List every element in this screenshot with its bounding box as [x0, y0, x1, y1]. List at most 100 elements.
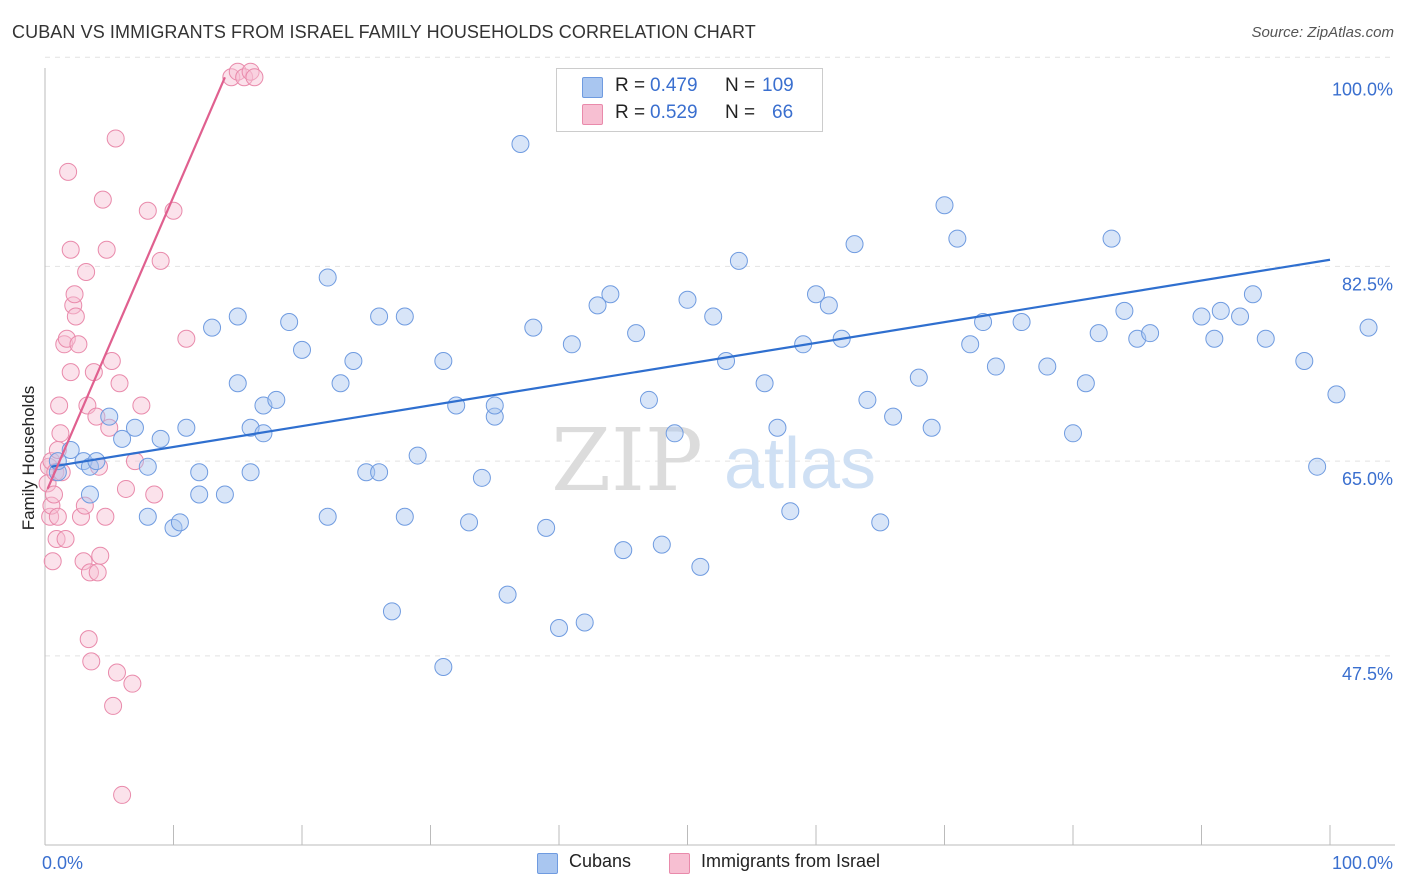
- israel-point: [77, 262, 96, 281]
- cubans-point: [588, 296, 607, 315]
- cubans-point: [370, 463, 389, 482]
- cubans-point: [151, 429, 170, 448]
- cubans-point: [318, 507, 337, 526]
- cubans-point: [652, 535, 671, 554]
- cubans-point: [280, 313, 299, 332]
- y-tick-labels: 100.0% 82.5% 65.0% 47.5%: [1332, 80, 1393, 684]
- israel-point: [61, 363, 80, 382]
- cubans-point: [562, 335, 581, 354]
- cubans-point: [614, 541, 633, 560]
- israel-point: [65, 285, 84, 304]
- cubans-point: [177, 418, 196, 437]
- cubans-point: [1102, 229, 1121, 248]
- israel-trend-line: [46, 76, 226, 490]
- cubans-point: [1064, 424, 1082, 443]
- cubans-point: [1205, 329, 1224, 348]
- israel-point: [110, 374, 129, 393]
- legend-r-value-cubans: 0.479: [650, 75, 698, 96]
- cubans-point: [80, 485, 99, 504]
- israel-point: [107, 663, 126, 682]
- bottom-legend-label-cubans: Cubans: [569, 851, 632, 871]
- cubans-point: [935, 196, 954, 215]
- israel-point: [66, 307, 85, 326]
- cubans-point: [678, 290, 697, 309]
- cubans-point: [190, 485, 209, 504]
- israel-point: [88, 563, 107, 582]
- cubans-point: [845, 235, 864, 254]
- x-tick-label-max: 100.0%: [1332, 853, 1393, 873]
- cubans-point: [125, 418, 144, 437]
- cubans-point: [1327, 385, 1346, 404]
- legend-swatch-cubans: [582, 77, 603, 98]
- y-tick-label: 100.0%: [1332, 80, 1393, 100]
- cubans-trend-line: [51, 258, 1331, 468]
- israel-point: [61, 240, 80, 259]
- cubans-point: [922, 418, 941, 437]
- cubans-point: [318, 268, 337, 287]
- israel-point: [74, 552, 93, 571]
- cubans-point: [1192, 307, 1211, 326]
- y-tick-label: 82.5%: [1342, 274, 1393, 294]
- cubans-point: [190, 463, 209, 482]
- legend-n-value-cubans: 109: [762, 75, 794, 96]
- cubans-point: [331, 374, 350, 393]
- cubans-point: [755, 374, 774, 393]
- israel-point: [151, 251, 170, 270]
- watermark: ZIP atlas: [551, 411, 876, 511]
- legend-n-label: N =: [725, 75, 756, 96]
- israel-point: [87, 407, 106, 426]
- cubans-point: [293, 340, 311, 359]
- cubans-point: [601, 285, 620, 304]
- israel-point: [132, 396, 151, 415]
- cubans-point: [1295, 351, 1314, 370]
- gridlines: [45, 56, 1395, 657]
- cubans-point: [215, 485, 234, 504]
- israel-point: [57, 329, 76, 348]
- israel-point: [59, 162, 78, 181]
- cubans-point: [691, 557, 710, 576]
- cubans-point: [1211, 301, 1230, 320]
- legend-r-label: R =: [615, 102, 646, 123]
- cubans-point: [203, 318, 222, 337]
- israel-point: [177, 329, 196, 348]
- legend-n-label: N =: [725, 102, 756, 123]
- cubans-point: [370, 307, 389, 326]
- israel-point: [93, 190, 112, 209]
- israel-point: [245, 68, 264, 87]
- israel-point: [104, 696, 123, 715]
- israel-point: [75, 496, 94, 515]
- cubans-point: [1231, 307, 1250, 326]
- cubans-point: [241, 463, 260, 482]
- cubans-point: [819, 296, 838, 315]
- y-tick-label: 47.5%: [1342, 664, 1393, 684]
- trend-lines: [46, 76, 1331, 490]
- cubans-point: [575, 613, 594, 632]
- cubans-point: [1076, 374, 1095, 393]
- cubans-point: [228, 374, 247, 393]
- israel-point: [96, 507, 115, 526]
- cubans-point: [524, 318, 543, 337]
- cubans-point: [382, 602, 401, 621]
- israel-point: [116, 479, 135, 498]
- israel-point: [42, 496, 61, 515]
- watermark-zip: ZIP: [551, 411, 703, 511]
- cubans-point: [498, 585, 517, 604]
- cubans-point: [781, 502, 800, 521]
- cubans-point: [1256, 329, 1275, 348]
- cubans-point: [100, 407, 119, 426]
- cubans-point: [1308, 457, 1327, 476]
- cubans-point: [884, 407, 903, 426]
- israel-point: [48, 507, 67, 526]
- x-ticks: [44, 825, 1331, 845]
- y-tick-label: 65.0%: [1342, 469, 1393, 489]
- israel-point: [123, 674, 142, 693]
- cubans-point: [408, 446, 427, 465]
- cubans-point: [511, 135, 530, 154]
- cubans-point: [138, 457, 157, 476]
- cubans-point: [344, 351, 363, 370]
- cubans-point: [1012, 313, 1031, 332]
- watermark-atlas: atlas: [724, 424, 876, 504]
- cubans-point: [717, 351, 736, 370]
- cubans-point: [807, 285, 825, 304]
